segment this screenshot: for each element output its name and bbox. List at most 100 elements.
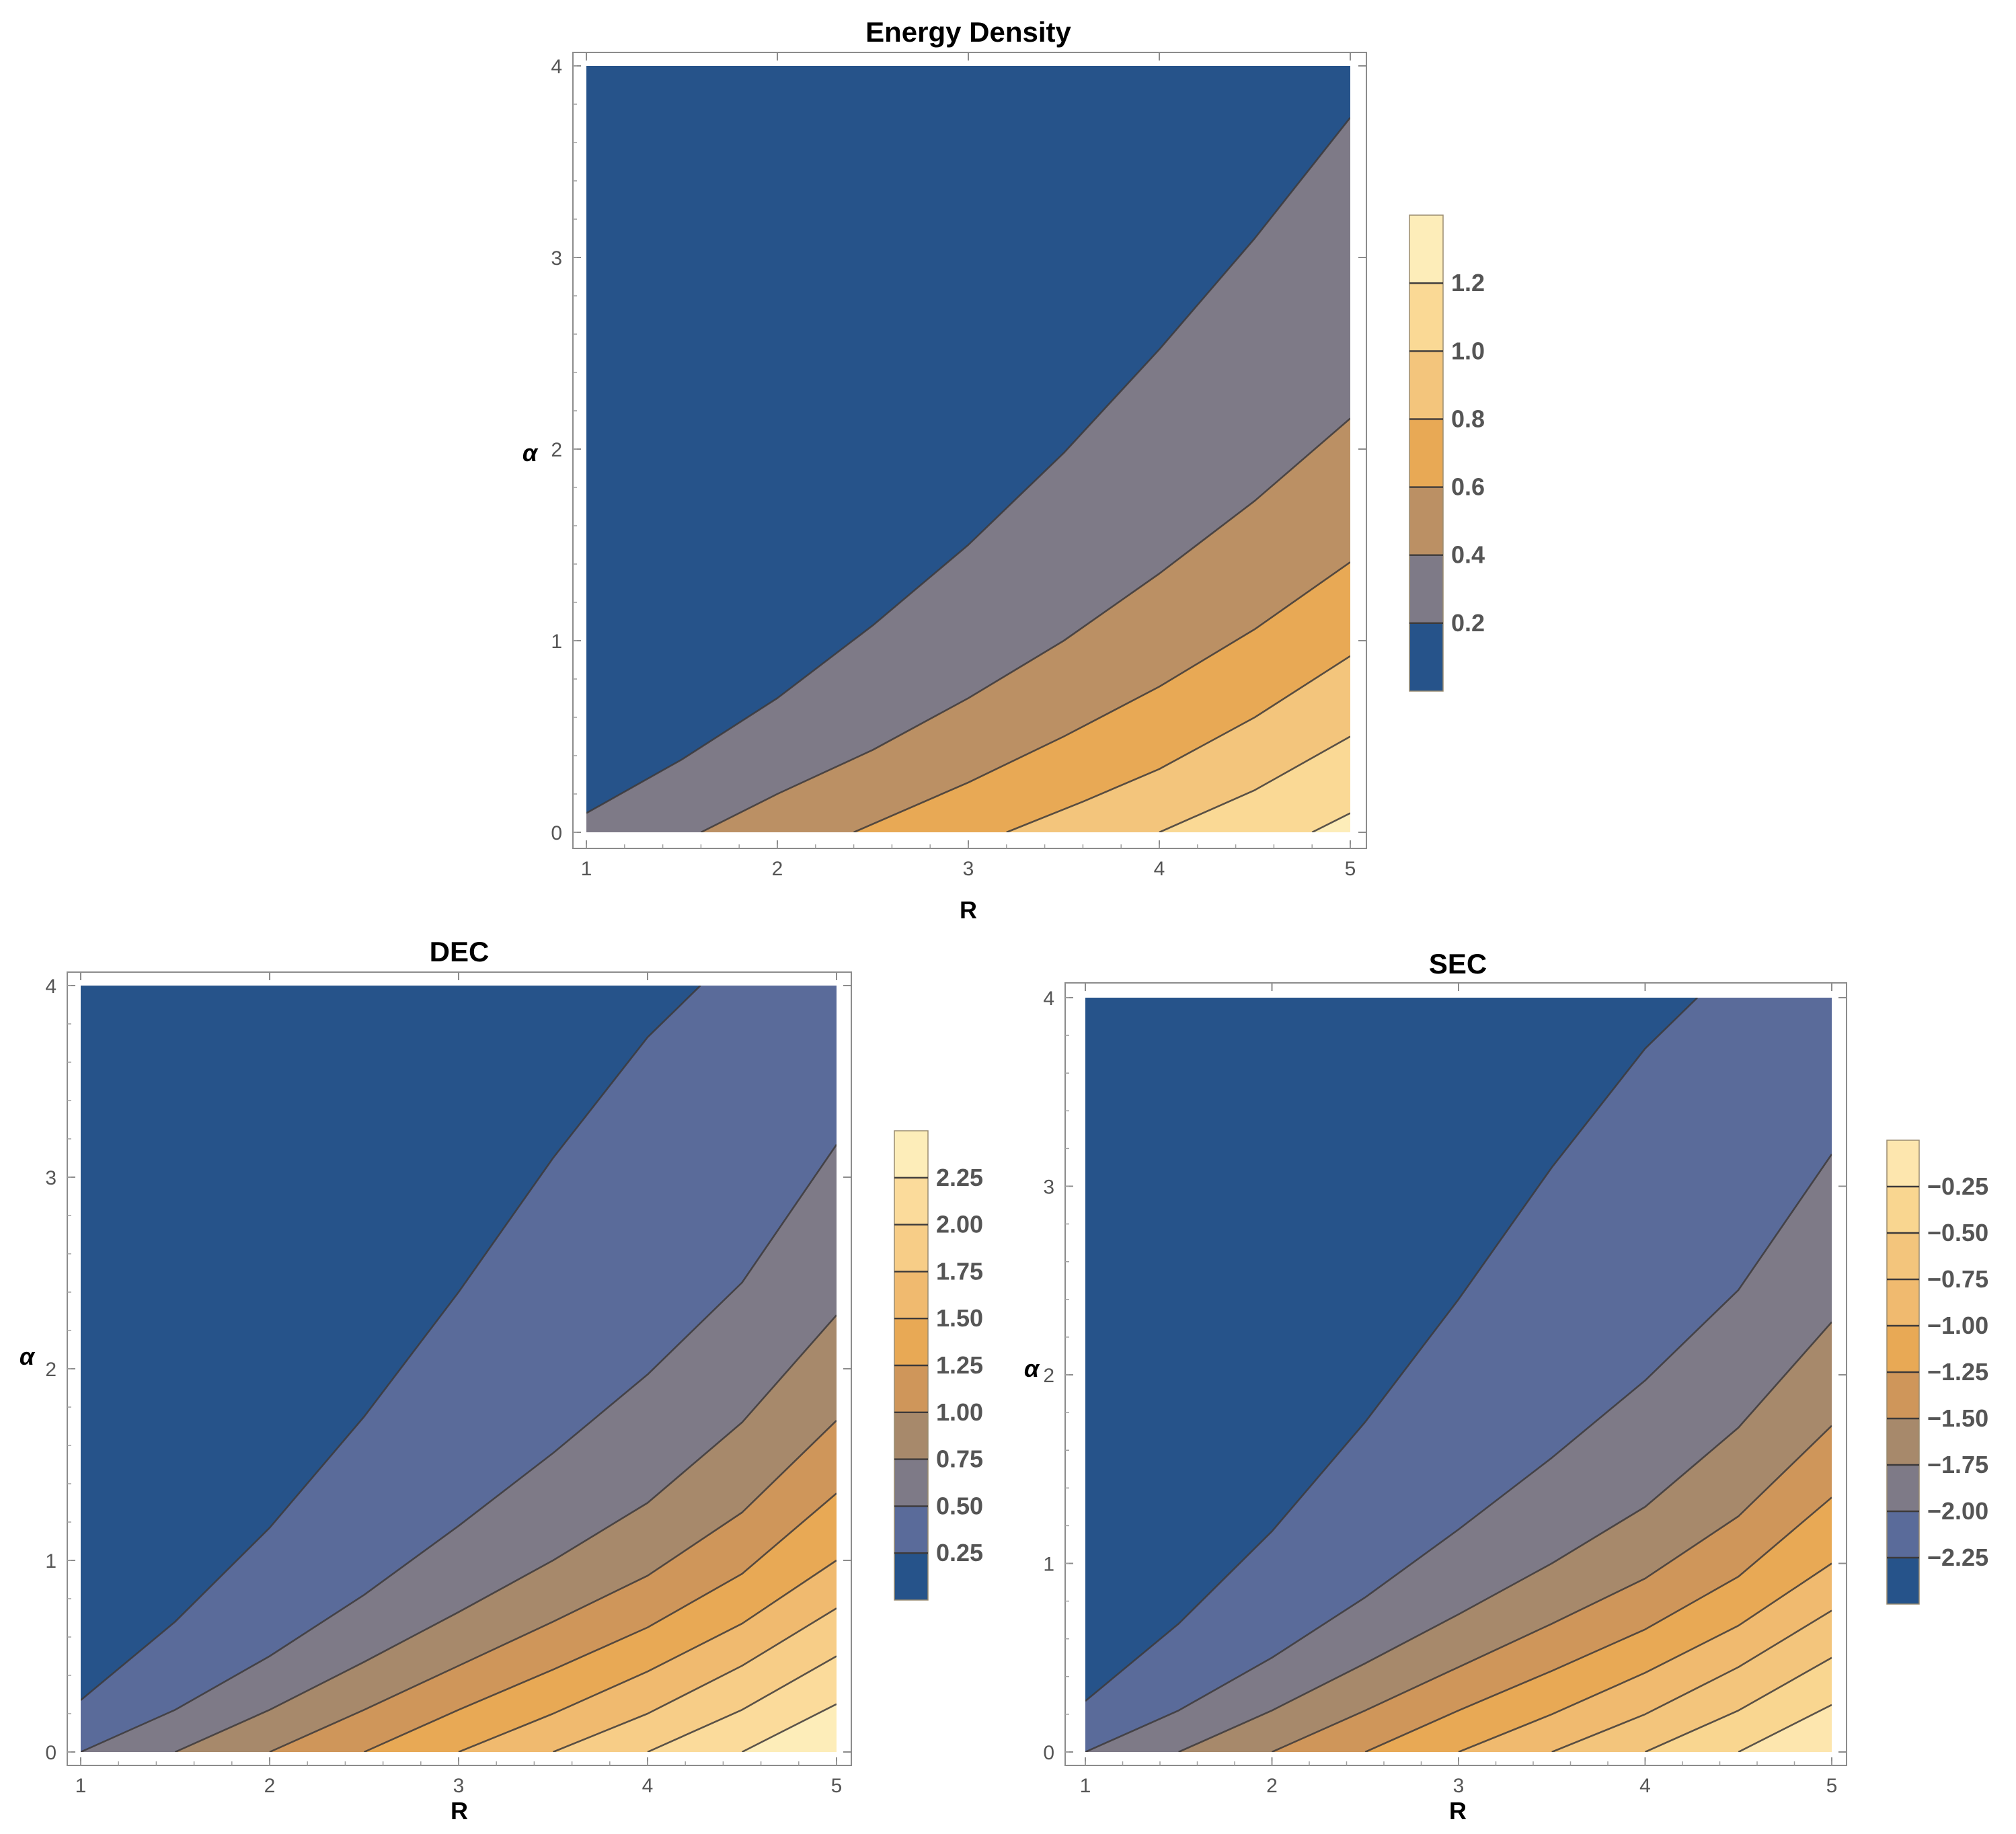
dec-colorbar-label-2: 0.75 bbox=[936, 1445, 983, 1473]
sec-contour-line-7 bbox=[1644, 1657, 1832, 1752]
sec-colorbar-swatch-8 bbox=[1887, 1187, 1919, 1233]
dec-ytick-label-1: 1 bbox=[45, 1550, 56, 1572]
energy-colorbar-label-0: 0.2 bbox=[1451, 609, 1485, 637]
dec-colorbar-label-0: 0.25 bbox=[936, 1539, 983, 1566]
energy-contour-line-5 bbox=[1311, 812, 1350, 832]
sec-xlabel: R bbox=[1449, 1797, 1467, 1825]
sec-contour-line-2 bbox=[1178, 1321, 1832, 1752]
sec-contour-line-6 bbox=[1551, 1609, 1832, 1752]
sec-contour-line-4 bbox=[1364, 1497, 1832, 1752]
energy-colorbar-swatch-2 bbox=[1409, 487, 1443, 555]
dec-bands bbox=[81, 986, 837, 1752]
dec-colorbar-swatch-0 bbox=[894, 1553, 928, 1600]
energy-ytick-label-1: 1 bbox=[551, 631, 562, 653]
energy-contour-line-0 bbox=[586, 117, 1350, 814]
energy-colorbar-label-1: 0.4 bbox=[1451, 541, 1485, 569]
dec-colorbar-label-3: 1.00 bbox=[936, 1398, 983, 1426]
energy-ytick-label-3: 3 bbox=[551, 247, 562, 270]
energy-colorbar-swatch-1 bbox=[1409, 555, 1443, 623]
sec-xtick-label-3: 4 bbox=[1639, 1775, 1651, 1797]
sec-colorbar-label-5: −1.00 bbox=[1927, 1312, 1988, 1339]
energy-xtick-label-1: 2 bbox=[772, 858, 783, 880]
sec-colorbar-label-0: −2.25 bbox=[1927, 1544, 1988, 1571]
sec-colorbar: −2.25 −2.00 −1.75 −1.50 −1.25 −1.00 −0.75 −0.50… bbox=[1886, 1140, 1988, 1605]
dec-contour-line-0 bbox=[81, 986, 701, 1702]
sec-colorbar-swatch-2 bbox=[1887, 1465, 1919, 1511]
sec-contour-line-8 bbox=[1738, 1704, 1832, 1752]
sec-xtick-label-1: 2 bbox=[1266, 1775, 1278, 1797]
dec-colorbar-swatch-3 bbox=[894, 1412, 928, 1460]
dec-xtick-label-4: 5 bbox=[831, 1775, 843, 1797]
energy-colorbar-swatch-0 bbox=[1409, 623, 1443, 691]
energy-contour-line-3 bbox=[1006, 655, 1350, 832]
sec-colorbar-label-4: −1.25 bbox=[1927, 1358, 1988, 1386]
dec-xtick-label-3: 4 bbox=[642, 1775, 654, 1797]
sec-contour-line-1 bbox=[1085, 1154, 1832, 1752]
sec-colorbar-label-3: −1.50 bbox=[1927, 1404, 1988, 1432]
dec-colorbar-label-1: 0.50 bbox=[936, 1492, 983, 1519]
sec-colorbar-label-2: −1.75 bbox=[1927, 1451, 1988, 1478]
sec-xtick-label-0: 1 bbox=[1080, 1775, 1091, 1797]
sec-contour-line-3 bbox=[1271, 1425, 1832, 1752]
sec-colorbar-swatch-7 bbox=[1887, 1233, 1919, 1279]
energy-colorbar-swatch-5 bbox=[1409, 283, 1443, 352]
dec-contour-line-5 bbox=[458, 1559, 837, 1752]
energy-ytick-label-4: 4 bbox=[551, 56, 562, 78]
energy-xtick-label-3: 4 bbox=[1154, 858, 1165, 880]
sec-ytick-label-1: 1 bbox=[1043, 1554, 1054, 1576]
energy-band-5 bbox=[1159, 736, 1350, 832]
sec-xtick-label-2: 3 bbox=[1453, 1775, 1465, 1797]
dec-ytick-label-3: 3 bbox=[45, 1167, 56, 1189]
energy-density-ylabel: α bbox=[522, 439, 539, 467]
dec-colorbar-swatch-4 bbox=[894, 1365, 928, 1412]
sec-colorbar-swatch-3 bbox=[1887, 1419, 1919, 1465]
sec-xtick-label-4: 5 bbox=[1826, 1775, 1838, 1797]
dec-colorbar-swatch-2 bbox=[894, 1459, 928, 1507]
energy-colorbar: 0.2 0.4 0.6 0.8 1.0 1.2 bbox=[1409, 214, 1485, 692]
dec-ytick-label-2: 2 bbox=[45, 1359, 56, 1381]
dec-colorbar-label-5: 1.50 bbox=[936, 1304, 983, 1332]
energy-frame bbox=[572, 52, 1367, 849]
sec-colorbar-label-1: −2.00 bbox=[1927, 1497, 1988, 1525]
sec-colorbar-label-8: −0.25 bbox=[1927, 1172, 1988, 1200]
dec-colorbar-swatch-5 bbox=[894, 1318, 928, 1365]
energy-xtick-label-2: 3 bbox=[963, 858, 974, 880]
dec-colorbar-swatch-1 bbox=[894, 1506, 928, 1554]
dec-ytick-label-0: 0 bbox=[45, 1742, 56, 1764]
dec-contour-line-6 bbox=[553, 1607, 837, 1752]
energy-bands bbox=[586, 66, 1350, 832]
dec-xtick-label-0: 1 bbox=[75, 1775, 87, 1797]
dec-contour-line-7 bbox=[647, 1655, 837, 1752]
energy-colorbar-swatch-3 bbox=[1409, 419, 1443, 487]
dec-contour-line-1 bbox=[81, 1144, 837, 1752]
sec-bands bbox=[1085, 998, 1832, 1752]
dec-contour-line-3 bbox=[269, 1420, 837, 1752]
sec-colorbar-swatch-6 bbox=[1887, 1279, 1919, 1326]
sec-contour-line-0 bbox=[1085, 998, 1699, 1702]
sec-panel: SEC R α 1 2 3 4 5 0 1 2 3 4 −2.25 −2.00 −1.75 −1.50 −1… bbox=[1024, 948, 1988, 1825]
energy-density-xlabel: R bbox=[960, 896, 977, 924]
energy-colorbar-swatch-4 bbox=[1409, 351, 1443, 420]
sec-colorbar-label-7: −0.50 bbox=[1927, 1219, 1988, 1246]
dec-contour-line-8 bbox=[741, 1703, 837, 1752]
energy-contour-line-1 bbox=[700, 417, 1350, 832]
energy-ytick-label-2: 2 bbox=[551, 439, 562, 461]
energy-contour-line-4 bbox=[1159, 735, 1350, 832]
dec-colorbar-label-6: 1.75 bbox=[936, 1257, 983, 1285]
energy-xtick-label-4: 5 bbox=[1345, 858, 1356, 880]
energy-colorbar-label-3: 0.8 bbox=[1451, 405, 1485, 432]
sec-colorbar-swatch-4 bbox=[1887, 1372, 1919, 1419]
energy-colorbar-label-4: 1.0 bbox=[1451, 337, 1485, 364]
energy-contour-line-2 bbox=[853, 561, 1350, 832]
dec-panel: DEC R α 1 2 3 4 5012340.250.500.751.001.251.… bbox=[20, 936, 983, 1825]
dec-colorbar-swatch-9 bbox=[894, 1131, 928, 1178]
sec-colorbar-swatch-5 bbox=[1887, 1326, 1919, 1372]
energy-density-title: Energy Density bbox=[865, 16, 1071, 48]
sec-ytick-label-0: 0 bbox=[1043, 1742, 1054, 1764]
dec-colorbar-swatch-7 bbox=[894, 1224, 928, 1272]
sec-title: SEC bbox=[1429, 948, 1487, 980]
dec-xlabel: R bbox=[451, 1797, 468, 1825]
dec-xtick-label-1: 2 bbox=[264, 1775, 276, 1797]
dec-colorbar-label-4: 1.25 bbox=[936, 1351, 983, 1379]
